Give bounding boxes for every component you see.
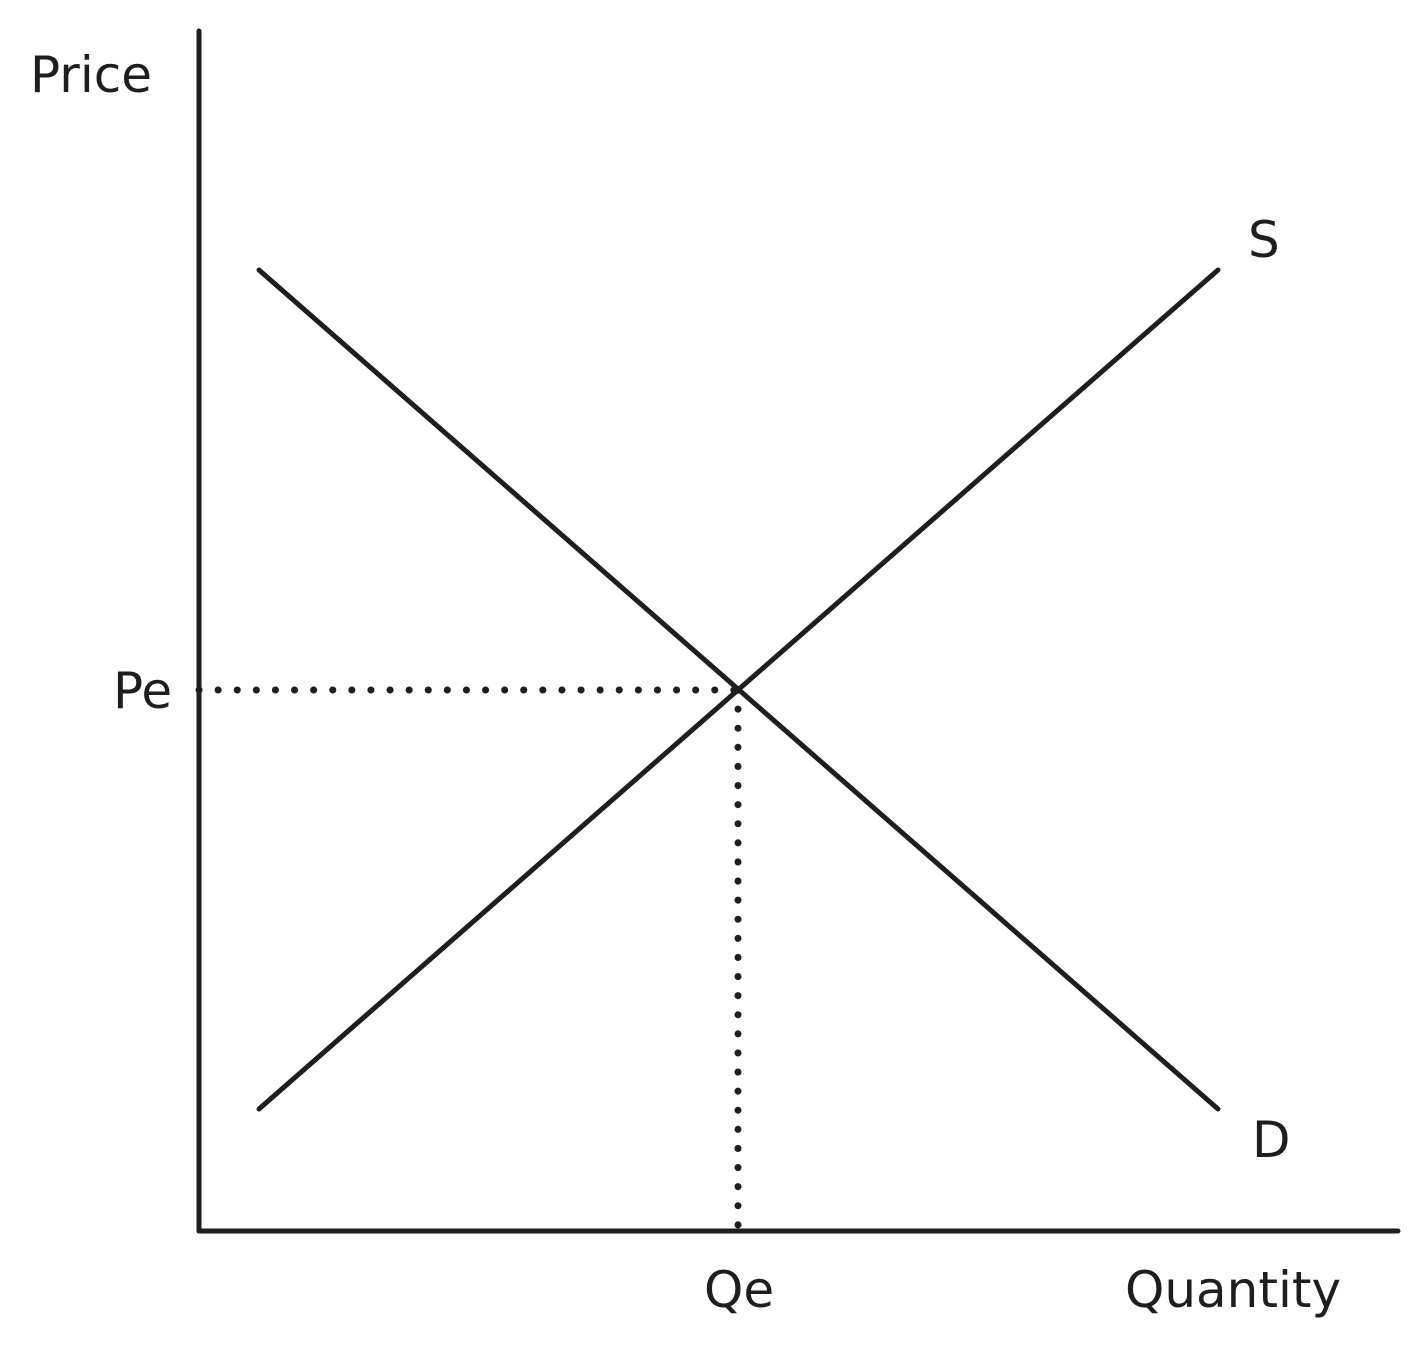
equilibrium-quantity-label: Qe — [704, 1261, 774, 1319]
x-axis-label: Quantity — [1125, 1261, 1341, 1319]
supply-curve-label: S — [1248, 211, 1280, 269]
y-axis-label: Price — [30, 46, 152, 104]
demand-curve-label: D — [1252, 1111, 1291, 1169]
equilibrium-price-label: Pe — [113, 662, 172, 720]
